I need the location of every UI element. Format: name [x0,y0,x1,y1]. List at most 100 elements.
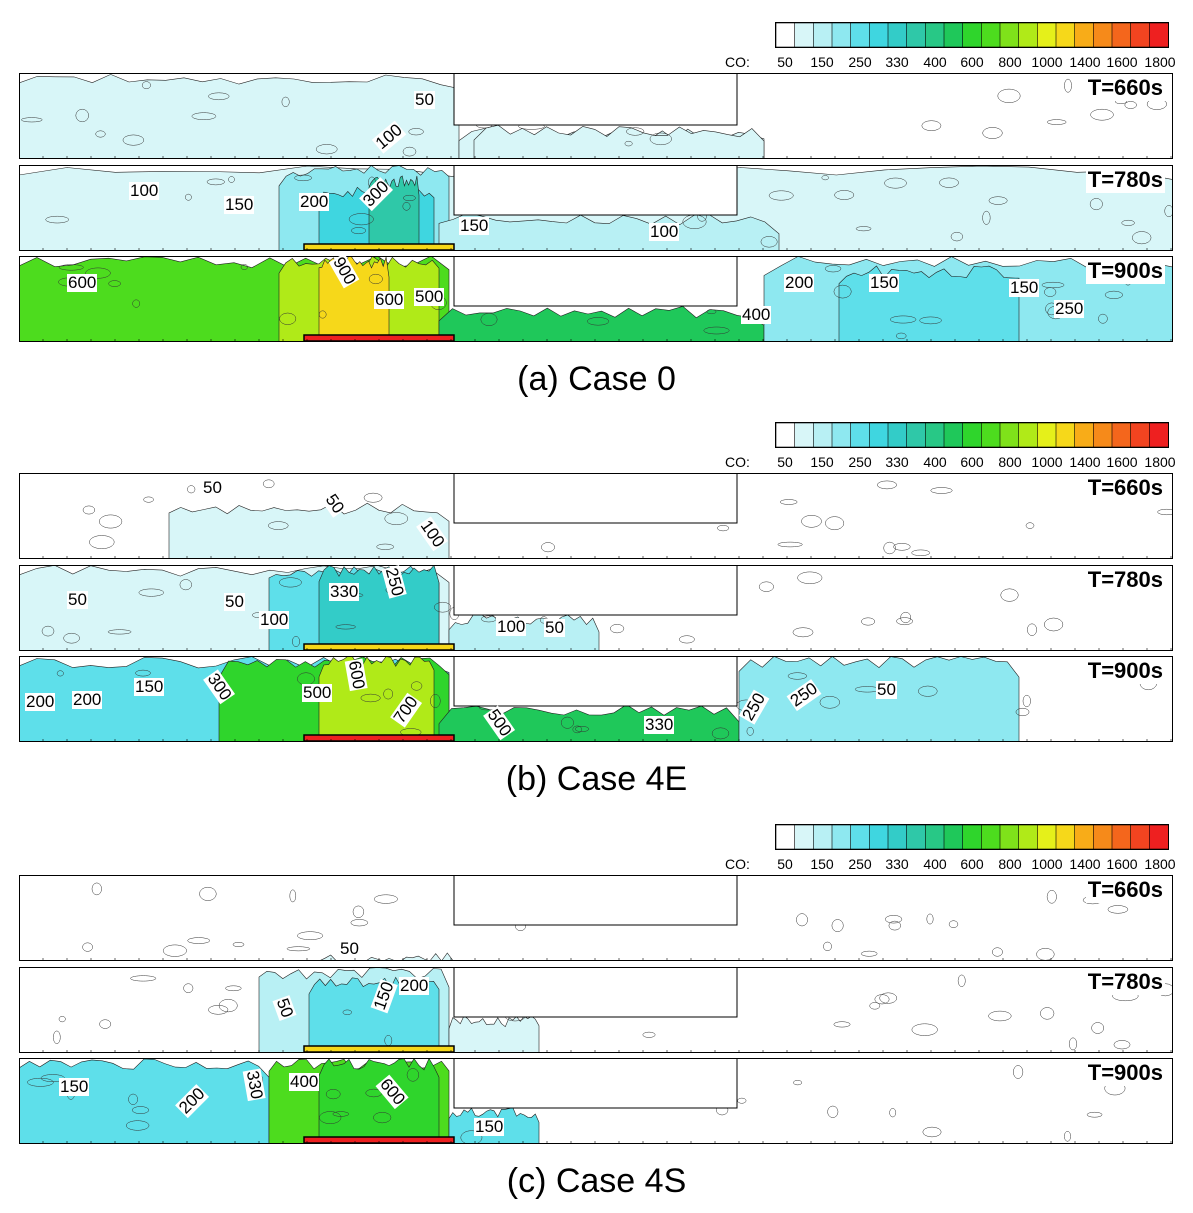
contour-value-label: 200 [72,690,103,709]
panel-frame [19,656,1173,742]
colorbar-tick-label: 150 [810,856,834,872]
time-label: T=900s [1085,658,1165,684]
contour-value-label: 200 [399,976,430,995]
contour-line [819,696,840,709]
contour-line [279,577,302,588]
time-label: T=660s [1085,75,1165,101]
case-block: CO: 50 150 250 330 400 600 800 1000 1400 1600 1800 T… [0,802,1193,1202]
contour-line [281,96,290,108]
contour-line [1013,1065,1024,1079]
contour-region [19,74,460,159]
colorbar-swatch [962,824,983,850]
contour-line [939,177,959,188]
contour-line [82,505,96,515]
contour-line [760,236,778,248]
contour-line [143,496,154,503]
contour-line [821,175,829,181]
contour-line [861,617,876,626]
contour-region [438,305,765,342]
colorbar-swatch [1018,422,1039,448]
contour-value-label: 400 [741,305,772,324]
contour-line [787,672,808,680]
colorbar-svg [775,22,1169,48]
contour-value-label: 330 [329,582,360,601]
contour-line [560,716,574,729]
contour-value-label: 250 [1054,299,1085,318]
contour-line [1027,623,1037,636]
contour-line [141,81,151,90]
contour-value-label: 600 [374,290,405,309]
colorbar-swatch [869,824,889,850]
colorbar-swatch [906,22,927,48]
contour-line [889,1108,897,1118]
colorbar-swatch [794,422,815,448]
obstruction-box [453,565,738,616]
contour-line [56,670,64,677]
contour-line [363,492,383,503]
contour-line [75,108,89,123]
contour-line [279,312,297,325]
contour-line [825,516,845,531]
contour-line [711,727,730,740]
contour-region [738,656,1020,742]
colorbar-swatch [850,824,871,850]
colorbar-frame [775,422,1169,448]
contour-line [130,975,157,982]
contour-line [460,1130,483,1144]
obstruction-box [453,875,738,926]
colorbar-svg [775,422,1169,448]
colorbar-swatch [1037,422,1057,448]
contour-line [1164,205,1173,218]
colorbar-swatch [1055,422,1076,448]
colorbar-swatch [887,422,908,448]
contour-value-label: 50 [414,90,435,109]
contour-line [21,117,43,123]
contour-line [108,280,121,287]
contour-line [187,485,196,494]
colorbar-swatch [887,824,908,850]
colorbar-swatch [962,422,983,448]
contour-line [402,146,417,157]
contour-line [950,231,964,242]
time-label: T=660s [1085,877,1165,903]
contour-panel: T=660s 50 [19,875,1173,961]
colorbar-swatch [981,824,1001,850]
contour-value-label: 200 [25,692,56,711]
case-caption: (c) Case 4S [506,1162,687,1200]
contour-line [1040,1007,1055,1020]
contour-line [403,194,416,202]
contour-line [352,905,365,918]
panel-frame [19,73,1173,159]
contour-line [1068,1037,1078,1051]
contour-line [1022,694,1031,708]
contour-line [434,601,452,613]
time-label: T=780s [1085,567,1165,593]
contour-line [91,882,102,896]
panel-frame [19,565,1173,651]
contour-line [58,1016,66,1023]
contour-region [318,952,460,961]
contour-line [572,725,583,734]
contour-line [997,88,1021,103]
contour-line [919,316,942,325]
case-caption: (a) Case 0 [517,360,676,398]
colorbar [775,824,1169,850]
contour-line [240,264,248,270]
contour-panel: T=780s 100 150 200 300 150 100 [19,165,1173,251]
contour-line [877,480,897,490]
colorbar-swatch [1093,422,1113,448]
contour-value-label: 50 [202,478,223,497]
contour-line [325,1089,341,1100]
contour-panel: T=660s 50 50 100 [19,473,1173,559]
contour-line [185,193,192,201]
contour-line [199,886,217,901]
contour-line [162,944,187,957]
contour-line [89,535,115,549]
contour-line [797,571,823,584]
contour-value-label: 150 [474,1117,505,1136]
contour-plot [19,967,1173,1053]
contour-line [1064,1131,1071,1142]
panel-frame [19,473,1173,559]
contour-line [610,624,625,634]
contour-line [95,130,106,138]
